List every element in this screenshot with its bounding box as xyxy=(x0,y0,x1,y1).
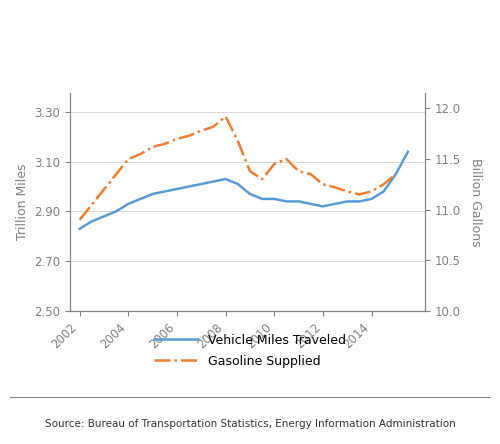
Vehicle Miles Traveled xyxy=(186,184,192,189)
Gasoline Supplied xyxy=(174,136,180,142)
Vehicle Miles Traveled xyxy=(320,204,326,209)
Vehicle Miles Traveled xyxy=(150,191,156,197)
Gasoline Supplied xyxy=(284,156,290,162)
Gasoline Supplied xyxy=(393,171,399,177)
Vehicle Miles Traveled xyxy=(198,181,204,186)
Line: Gasoline Supplied: Gasoline Supplied xyxy=(80,116,396,220)
Vehicle Miles Traveled xyxy=(259,196,265,202)
Gasoline Supplied xyxy=(271,162,277,167)
Gasoline Supplied xyxy=(247,168,253,174)
Vehicle Miles Traveled xyxy=(344,199,350,204)
Vehicle Miles Traveled xyxy=(126,201,132,206)
Gasoline Supplied xyxy=(113,171,119,177)
Gasoline Supplied xyxy=(222,114,228,119)
Gasoline Supplied xyxy=(138,151,143,157)
Vehicle Miles Traveled xyxy=(393,171,399,177)
Gasoline Supplied xyxy=(150,144,156,150)
Vehicle Miles Traveled xyxy=(332,201,338,206)
Vehicle Miles Traveled xyxy=(271,196,277,202)
Gasoline Supplied xyxy=(320,182,326,187)
Line: Vehicle Miles Traveled: Vehicle Miles Traveled xyxy=(80,152,408,229)
Gasoline Supplied xyxy=(259,177,265,182)
Gasoline Supplied xyxy=(356,192,362,197)
Vehicle Miles Traveled xyxy=(138,196,143,202)
Legend: Vehicle Miles Traveled, Gasoline Supplied: Vehicle Miles Traveled, Gasoline Supplie… xyxy=(154,333,346,368)
Vehicle Miles Traveled xyxy=(113,209,119,214)
Vehicle Miles Traveled xyxy=(89,218,95,224)
Vehicle Miles Traveled xyxy=(162,189,168,194)
Gasoline Supplied xyxy=(162,141,168,147)
Gasoline Supplied xyxy=(368,189,374,194)
Gasoline Supplied xyxy=(126,156,132,162)
Gasoline Supplied xyxy=(380,182,386,187)
Vehicle Miles Traveled xyxy=(101,214,107,219)
Vehicle Miles Traveled xyxy=(235,181,241,186)
Gasoline Supplied xyxy=(308,171,314,177)
Gasoline Supplied xyxy=(210,124,216,129)
Vehicle Miles Traveled xyxy=(210,179,216,184)
Vehicle Miles Traveled xyxy=(405,149,411,155)
Gasoline Supplied xyxy=(344,189,350,194)
Gasoline Supplied xyxy=(76,217,82,222)
Gasoline Supplied xyxy=(332,185,338,190)
Text: Vehicle Miles Traveled and: Vehicle Miles Traveled and xyxy=(104,26,396,45)
Gasoline Supplied xyxy=(186,133,192,139)
Vehicle Miles Traveled xyxy=(222,176,228,182)
Vehicle Miles Traveled xyxy=(368,196,374,202)
Vehicle Miles Traveled xyxy=(247,191,253,197)
Vehicle Miles Traveled xyxy=(76,226,82,231)
Vehicle Miles Traveled xyxy=(174,186,180,192)
Y-axis label: Trillion Miles: Trillion Miles xyxy=(16,164,28,240)
Vehicle Miles Traveled xyxy=(356,199,362,204)
Gasoline Supplied xyxy=(198,128,204,133)
Y-axis label: Billion Gallons: Billion Gallons xyxy=(469,158,482,246)
Gasoline Supplied xyxy=(296,168,302,174)
Vehicle Miles Traveled xyxy=(296,199,302,204)
Vehicle Miles Traveled xyxy=(308,201,314,206)
Gasoline Supplied xyxy=(101,187,107,192)
Vehicle Miles Traveled xyxy=(380,189,386,194)
Gasoline Supplied xyxy=(89,202,95,207)
Text: Motor Gasoline Supplied: Motor Gasoline Supplied xyxy=(115,63,385,82)
Text: Source: Bureau of Transportation Statistics, Energy Information Administration: Source: Bureau of Transportation Statist… xyxy=(44,419,456,429)
Vehicle Miles Traveled xyxy=(284,199,290,204)
Gasoline Supplied xyxy=(235,138,241,143)
